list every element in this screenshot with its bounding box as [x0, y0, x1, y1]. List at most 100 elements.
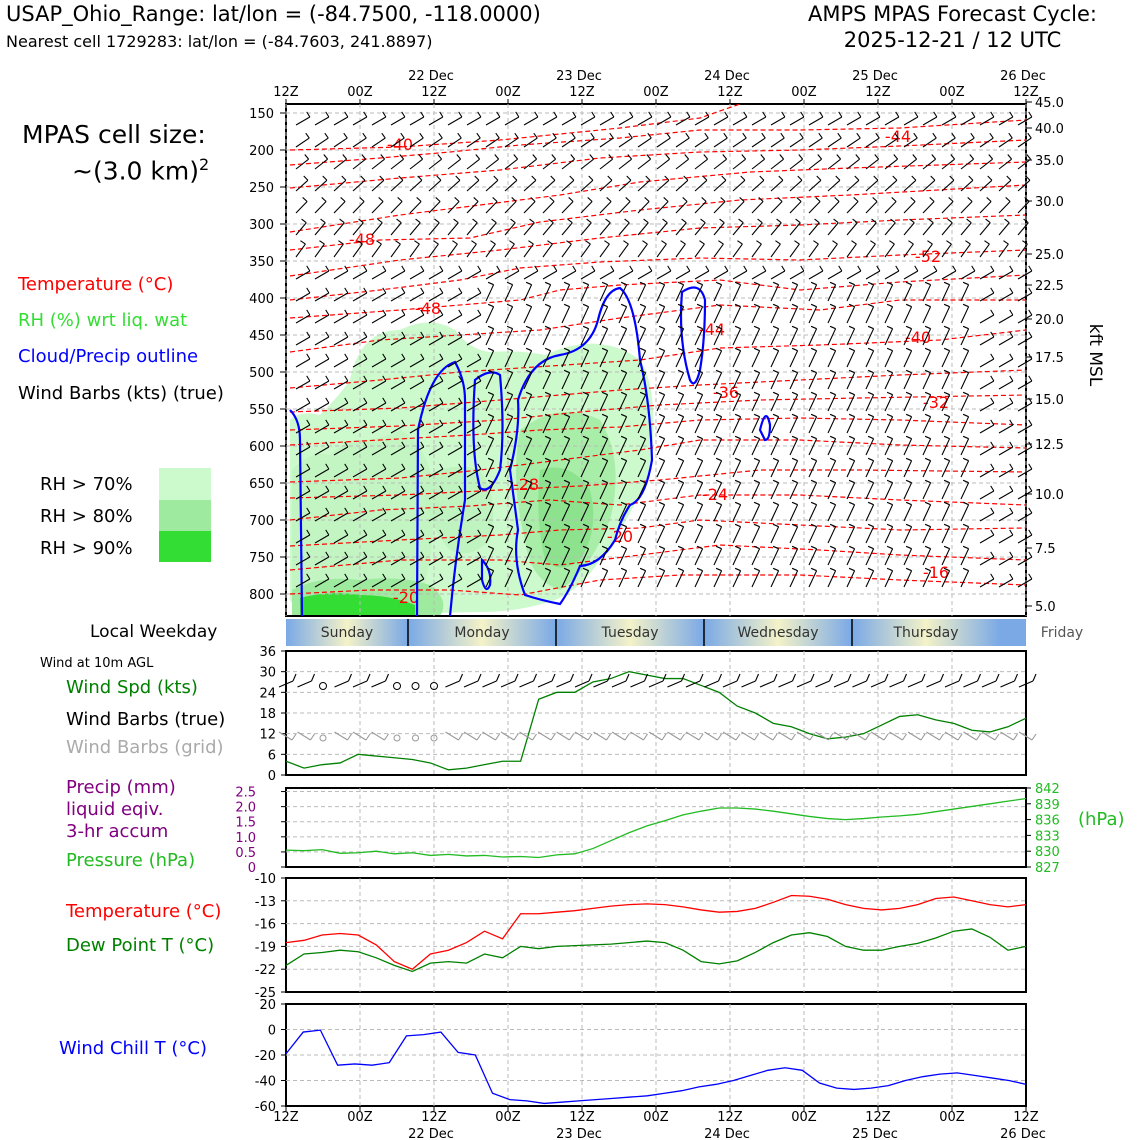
wind-barb-flag	[544, 435, 551, 440]
wind-barb-flag	[734, 281, 741, 286]
wind-barb-flag	[363, 551, 368, 558]
surface-barb	[667, 680, 682, 688]
wind-barb	[466, 512, 482, 522]
wind-barb-flag	[677, 303, 684, 308]
wind-barb-flag	[905, 369, 912, 374]
precip-pressure-frame	[285, 787, 1027, 868]
wind-barb-flag	[911, 175, 917, 181]
wind-barb	[580, 394, 590, 412]
wind-barb	[770, 482, 780, 500]
wind-barb	[941, 179, 955, 192]
wind-barb	[941, 570, 951, 588]
wind-barb	[751, 306, 761, 324]
wind-barb	[770, 137, 785, 148]
wind-barb-flag	[401, 441, 406, 448]
wind-barb-flag	[834, 197, 840, 202]
wind-barb	[998, 222, 1010, 236]
wind-barb-flag	[639, 281, 646, 286]
wind-barb	[751, 137, 766, 148]
wind-barb	[827, 243, 838, 258]
wind-barb	[751, 243, 762, 258]
wind-barb-flag	[591, 111, 596, 118]
wind-barb	[789, 222, 801, 236]
time-tick-label-top: 12Z	[421, 85, 447, 100]
time-tick-label-bottom: 00Z	[347, 1110, 373, 1125]
wind-barb	[618, 504, 628, 522]
wind-barb-flag	[401, 353, 406, 360]
wind-barb-flag	[658, 391, 665, 396]
wind-barb-flag	[705, 111, 710, 118]
wind-barb-flag	[588, 175, 594, 181]
wind-barb	[618, 306, 628, 324]
wind-barb	[865, 222, 877, 236]
temperature-contour-label: -40	[905, 328, 931, 347]
wind-barb	[960, 116, 976, 126]
wind-barb-flag	[968, 175, 974, 181]
pressure-tick-label: 450	[249, 329, 274, 344]
wind-barb-flag	[344, 265, 349, 272]
wind-barb	[466, 137, 481, 148]
wind-barb	[599, 482, 609, 500]
grid-barb-flag	[939, 733, 944, 741]
wind-barb-flag	[458, 419, 463, 426]
wind-barb	[504, 137, 519, 148]
wind-barb-flag	[1009, 353, 1014, 360]
temperature-contour-label: -28	[513, 475, 539, 494]
wind-barb	[884, 526, 894, 544]
wind-barb-flag	[303, 175, 309, 181]
wind-barb-flag	[639, 413, 646, 418]
wind-barb-flag	[810, 567, 817, 572]
wind-barb-flag	[772, 281, 779, 286]
legend-temperature: Temperature (°C)	[18, 274, 174, 295]
wind-barb-flag	[420, 309, 425, 316]
wind-barb-flag	[506, 369, 513, 374]
wind-barb-flag	[525, 479, 532, 484]
wind-barb	[371, 158, 385, 170]
wind-barb-flag	[363, 397, 368, 404]
grid-barb	[759, 731, 774, 741]
wind-barb	[485, 243, 496, 258]
wind-barb-flag	[683, 175, 689, 181]
height-tick-label: 10.0	[1035, 488, 1064, 503]
wind-barb-flag	[439, 529, 444, 536]
wind-barb-flag	[401, 309, 406, 316]
weekday-label: Friday	[1041, 625, 1083, 641]
wind-barb-flag	[382, 441, 387, 448]
wind-barb-flag	[943, 545, 950, 550]
surface-barb	[833, 680, 849, 688]
wind-barb-flag	[924, 325, 931, 330]
height-axis-label: kft MSL	[1085, 324, 1105, 387]
wind-barb	[808, 158, 822, 170]
temperature-contour	[289, 544, 1027, 571]
wind-barb-flag	[905, 435, 912, 440]
wind-barb	[314, 358, 330, 368]
wind-barb-flag	[990, 397, 995, 404]
wind-barb	[428, 179, 442, 192]
wind-barb	[1017, 446, 1033, 456]
wind-barb	[352, 243, 363, 258]
wind-barb	[751, 328, 761, 346]
wind-barb	[808, 284, 818, 302]
wind-barb	[713, 570, 723, 588]
wind-barb	[295, 556, 311, 566]
legend-rh: RH (%) wrt liq. wat	[18, 310, 188, 331]
wind-barb-flag	[420, 265, 425, 272]
wind-barb-flag	[544, 369, 551, 374]
wind-barb-flag	[439, 441, 444, 448]
wind-barb	[884, 222, 896, 236]
wind-barb	[561, 526, 571, 544]
wind-barb-flag	[344, 397, 349, 404]
wind-barb-flag	[609, 132, 614, 139]
wind-barb	[713, 482, 723, 500]
wind-barb-flag	[886, 479, 893, 484]
wind-barb-flag	[677, 501, 684, 506]
grid-barb-flag	[587, 733, 593, 741]
wind-barb-flag	[525, 303, 532, 308]
wind-barb-flag	[363, 529, 368, 536]
wind-barb-flag	[971, 265, 976, 272]
wind-barb	[542, 179, 556, 192]
wind-barb	[998, 201, 1011, 214]
wind-barb	[504, 416, 514, 434]
grid-barb-flag	[846, 733, 852, 741]
wind-barb-flag	[477, 287, 482, 294]
